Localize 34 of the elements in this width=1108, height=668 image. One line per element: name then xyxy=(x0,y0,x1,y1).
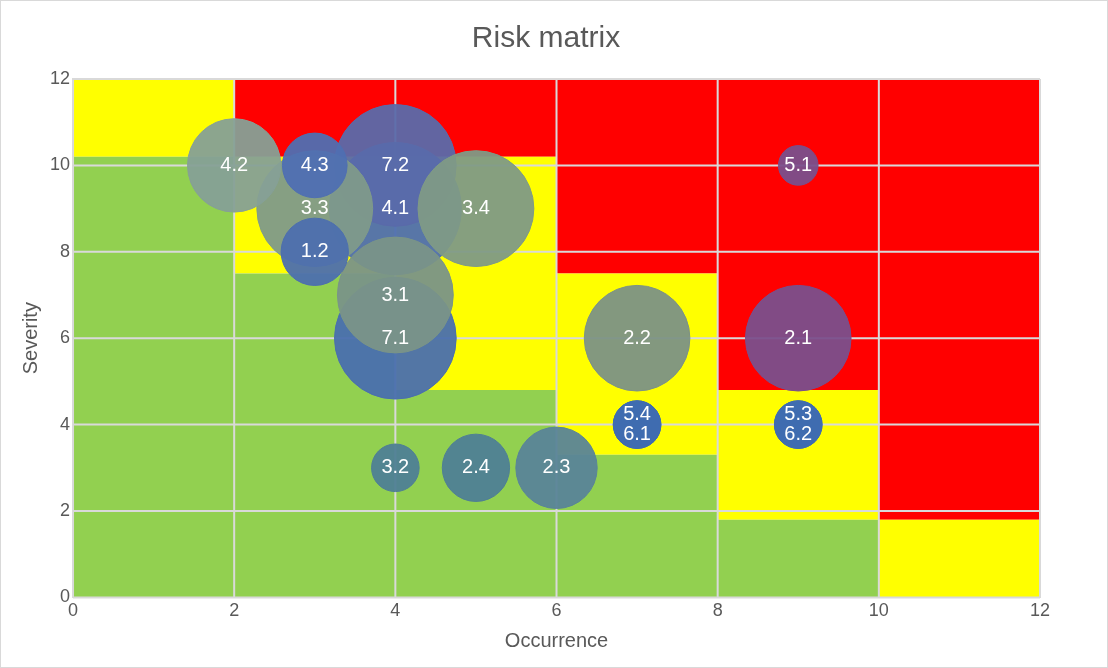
annotation: 2.2 xyxy=(623,325,651,348)
x-tick-label: 8 xyxy=(712,600,723,621)
annotation: 5.3 xyxy=(784,402,813,425)
annotation: 3.4 xyxy=(462,196,490,219)
x-tick-label: 2 xyxy=(229,600,240,621)
y-tick-label: 4 xyxy=(60,413,71,434)
annotation: 6.2 xyxy=(784,422,813,445)
y-tick-label: 6 xyxy=(60,327,71,348)
annotation: 3.2 xyxy=(381,455,410,478)
x-axis-title: Occurrence xyxy=(504,628,609,651)
x-tick-label: 12 xyxy=(1029,600,1051,621)
annotation: 2.1 xyxy=(784,325,813,348)
x-tick-label: 6 xyxy=(551,600,562,621)
annotation: 3.3 xyxy=(300,196,329,219)
annotation: 3.1 xyxy=(381,282,410,305)
annotation: 6.1 xyxy=(623,422,651,445)
y-tick-label: 12 xyxy=(49,67,71,88)
y-tick-label: 10 xyxy=(49,154,71,175)
annotation: 5.4 xyxy=(623,402,651,425)
annotation: 7.2 xyxy=(381,152,410,175)
y-tick-label: 2 xyxy=(60,499,71,520)
annotation: 4.2 xyxy=(220,152,249,175)
annotation: 5.1 xyxy=(784,152,813,175)
annotation: 2.4 xyxy=(462,455,490,478)
annotation: 7.1 xyxy=(381,325,410,348)
annotation: 4.1 xyxy=(381,196,410,219)
annotation: 1.2 xyxy=(300,239,329,262)
annotation: 4.3 xyxy=(300,152,329,175)
y-tick-label: 8 xyxy=(60,240,71,261)
chart-title: Risk matrix xyxy=(471,20,621,54)
annotation: 2.3 xyxy=(542,455,571,478)
x-tick-label: 10 xyxy=(868,600,889,621)
y-axis-title: Severity xyxy=(18,302,41,375)
x-tick-label: 4 xyxy=(390,600,401,621)
